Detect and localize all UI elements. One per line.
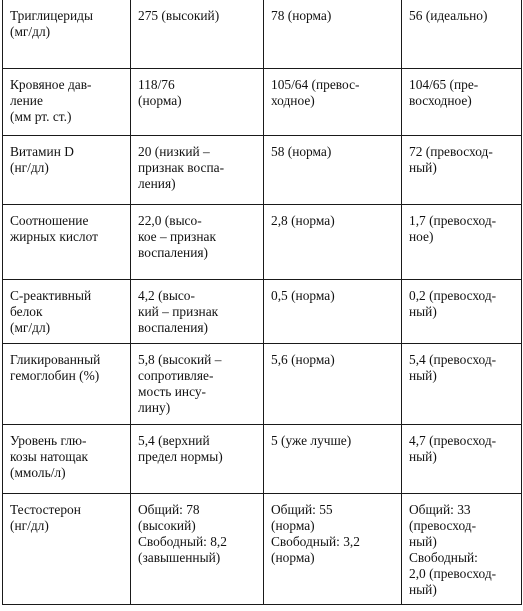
marker-label-cell: С-реактивный белок (мг/дл) [2, 279, 131, 344]
table-row: Гликированный гемоглобин (%) 5,8 (высоки… [2, 343, 522, 425]
table-row: Кровяное дав- ление (мм рт. ст.) 118/76 … [2, 68, 522, 136]
value-cell: Общий: 33 (превосход- ный) Свободный: 2,… [401, 493, 522, 605]
value-cell: 5,4 (превосход- ный) [401, 343, 522, 425]
table-row: С-реактивный белок (мг/дл) 4,2 (высо- ки… [2, 279, 522, 344]
value-cell: 105/64 (превос- ходное) [263, 68, 402, 136]
value-cell: Общий: 55 (норма) Свободный: 3,2 (норма) [263, 493, 402, 605]
table-row: Уровень глю- козы натощак (ммоль/л) 5,4 … [2, 424, 522, 494]
table-row: Соотношение жирных кислот 22,0 (высо- ко… [2, 204, 522, 280]
value-cell: 275 (высокий) [130, 0, 264, 69]
value-cell: 20 (низкий – признак воспа- ления) [130, 135, 264, 205]
value-cell: 56 (идеально) [401, 0, 522, 69]
value-cell: 72 (превосход- ный) [401, 135, 522, 205]
marker-label-cell: Гликированный гемоглобин (%) [2, 343, 131, 425]
value-cell: 78 (норма) [263, 0, 402, 69]
marker-label-cell: Соотношение жирных кислот [2, 204, 131, 280]
marker-label-cell: Кровяное дав- ление (мм рт. ст.) [2, 68, 131, 136]
table-row: Тестостерон (нг/дл) Общий: 78 (высокий) … [2, 493, 522, 605]
value-cell: 104/65 (пре- восходное) [401, 68, 522, 136]
value-cell: 2,8 (норма) [263, 204, 402, 280]
value-cell: 0,5 (норма) [263, 279, 402, 344]
table-row: Триглицериды (мг/дл) 275 (высокий) 78 (н… [2, 0, 522, 69]
marker-label-cell: Уровень глю- козы натощак (ммоль/л) [2, 424, 131, 494]
marker-label-cell: Триглицериды (мг/дл) [2, 0, 131, 69]
marker-label-cell: Тестостерон (нг/дл) [2, 493, 131, 605]
value-cell: 22,0 (высо- кое – признак воспаления) [130, 204, 264, 280]
value-cell: 5,4 (верхний предел нормы) [130, 424, 264, 494]
marker-label-cell: Витамин D (нг/дл) [2, 135, 131, 205]
value-cell: 5 (уже лучше) [263, 424, 402, 494]
value-cell: 5,6 (норма) [263, 343, 402, 425]
value-cell: 4,7 (превосход- ный) [401, 424, 522, 494]
value-cell: 5,8 (высокий – сопротивляе- мость инсу- … [130, 343, 264, 425]
value-cell: 118/76 (норма) [130, 68, 264, 136]
table-row: Витамин D (нг/дл) 20 (низкий – признак в… [2, 135, 522, 205]
value-cell: 4,2 (высо- кий – признак воспаления) [130, 279, 264, 344]
value-cell: 1,7 (превосход- ное) [401, 204, 522, 280]
value-cell: 0,2 (превосход- ный) [401, 279, 522, 344]
value-cell: 58 (норма) [263, 135, 402, 205]
value-cell: Общий: 78 (высокий) Свободный: 8,2 (завы… [130, 493, 264, 605]
